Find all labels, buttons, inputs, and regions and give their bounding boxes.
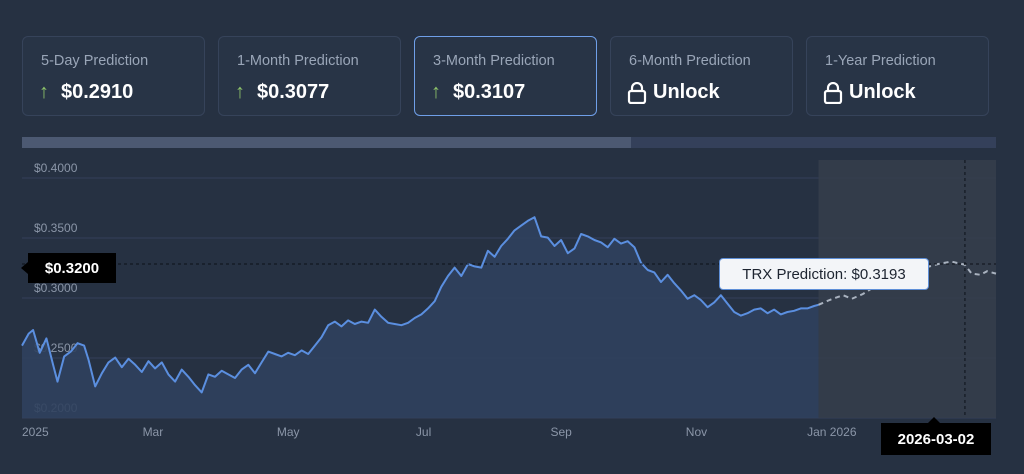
card-label: 5-Day Prediction [41,53,149,69]
lock-icon [627,81,647,104]
price-chart[interactable]: $0.2000$0.2500$0.3000$0.3500$0.40002025M… [0,150,1024,450]
card-label: 1-Month Prediction [237,53,359,69]
historical-area [22,217,819,418]
x-tick-label: Jan 2026 [807,425,857,439]
card-value-text: Unlock [849,81,916,103]
crosshair-price-label: $0.3200 [21,253,116,283]
prediction-card-6-month[interactable]: 6-Month Prediction Unlock [610,36,793,116]
prediction-card-1-year[interactable]: 1-Year Prediction Unlock [806,36,989,116]
card-value: ↑ $0.2910 [39,81,133,104]
card-value-text: $0.3077 [257,81,330,103]
card-label: 1-Year Prediction [825,53,936,69]
scrollbar-thumb[interactable] [22,137,631,148]
x-tick-label: 2025 [22,425,49,439]
x-tick-label: Nov [686,425,707,439]
prediction-card-3-month[interactable]: 3-Month Prediction ↑ $0.3107 [414,36,597,116]
prediction-card-1-month[interactable]: 1-Month Prediction ↑ $0.3077 [218,36,401,116]
prediction-cards: 5-Day Prediction ↑ $0.2910 1-Month Predi… [22,36,996,118]
x-tick-label: Mar [143,425,164,439]
arrow-up-icon: ↑ [431,81,441,103]
crosshair-date-label: 2026-03-02 [881,417,991,455]
x-tick-label: May [277,425,300,439]
x-tick-label: Sep [550,425,572,439]
card-label: 3-Month Prediction [433,53,555,69]
card-value: Unlock [823,81,916,104]
card-value-text: $0.3107 [453,81,526,103]
card-value: ↑ $0.3077 [235,81,329,104]
y-tick-label: $0.4000 [34,161,78,175]
y-tick-label: $0.3000 [34,281,78,295]
lock-icon [823,81,843,104]
y-tick-label: $0.3500 [34,221,78,235]
x-tick-label: Jul [416,425,431,439]
prediction-tooltip: TRX Prediction: $0.3193 [719,258,929,290]
card-value: ↑ $0.3107 [431,81,525,104]
arrow-up-icon: ↑ [235,81,245,103]
card-value: Unlock [627,81,720,104]
chart-scrollbar[interactable] [22,137,996,148]
arrow-up-icon: ↑ [39,81,49,103]
historical-line [21,216,819,394]
card-value-text: Unlock [653,81,720,103]
card-label: 6-Month Prediction [629,53,751,69]
card-value-text: $0.2910 [61,81,134,103]
prediction-card-5-day[interactable]: 5-Day Prediction ↑ $0.2910 [22,36,205,116]
